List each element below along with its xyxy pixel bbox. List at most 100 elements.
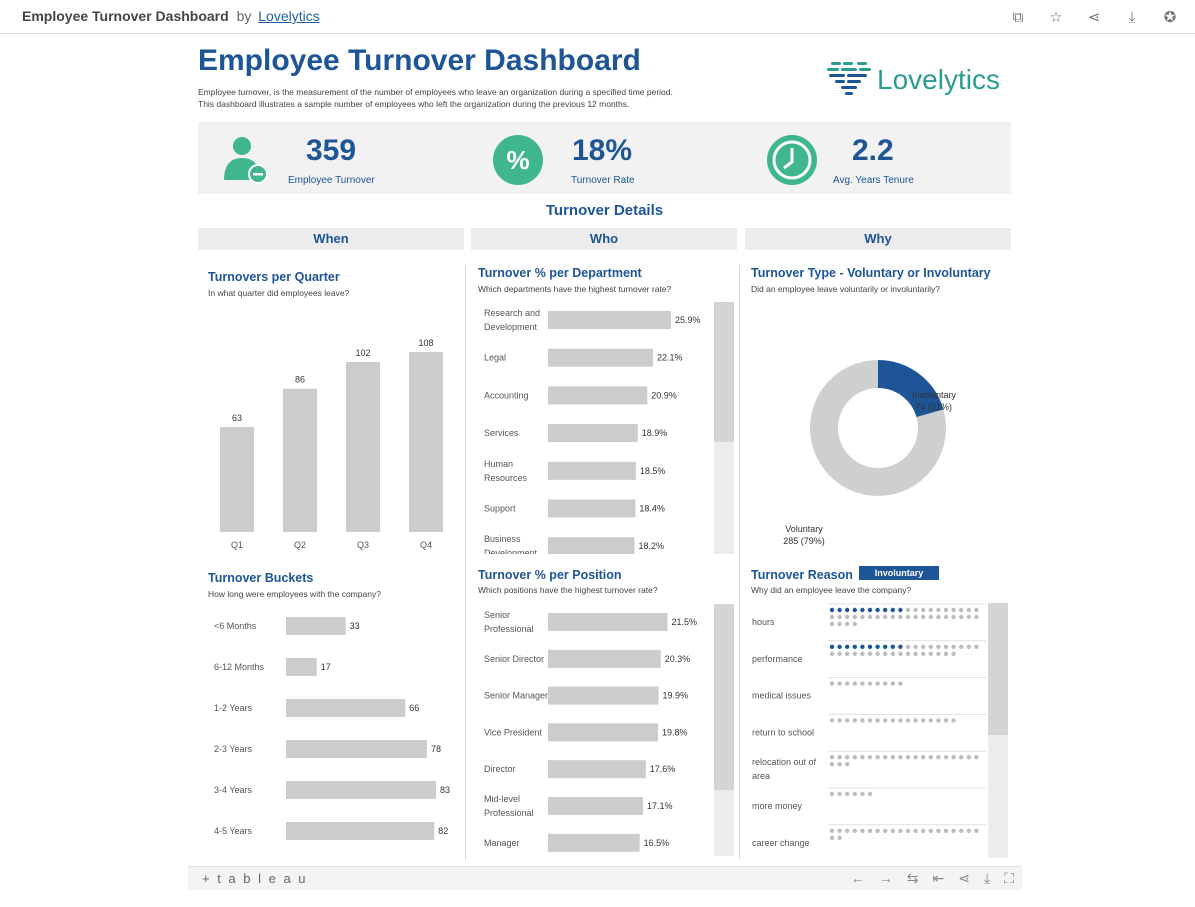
reason-dot xyxy=(883,828,888,833)
reason-dot xyxy=(883,614,888,620)
reason-dot xyxy=(890,651,895,656)
dept-bar-chart: 25.9% Research and Development 22.1% Legal 20… xyxy=(484,308,701,554)
dept-value-label: 18.5% xyxy=(640,466,666,476)
reason-dot xyxy=(921,644,926,649)
reason-dot xyxy=(875,718,880,723)
copy-icon[interactable]: ⧉ xyxy=(1012,8,1024,26)
fullscreen-icon[interactable]: ⛶ xyxy=(1004,870,1014,886)
quarter-bar xyxy=(346,362,380,532)
dept-category-label: Accounting xyxy=(484,390,529,400)
reason-dot xyxy=(905,755,911,760)
reason-dot xyxy=(966,644,971,649)
position-value-label: 16.5% xyxy=(644,838,670,848)
star-icon[interactable]: ☆ xyxy=(1049,9,1063,26)
workbook-title-text: Employee Turnover Dashboard xyxy=(22,8,229,24)
top-bar: Employee Turnover Dashboard by Lovelytic… xyxy=(0,0,1195,34)
voluntary-value-label: 285 (79%) xyxy=(783,536,825,546)
involuntary-value-label: 74 (21%) xyxy=(915,402,952,412)
tableau-footer: + t a b l e a u ← → ⇆ ⇤ ⋖ ⤓ ⛶ xyxy=(188,866,1022,890)
redo-icon[interactable]: → xyxy=(878,870,893,886)
reason-scroll-thumb[interactable] xyxy=(988,603,1008,735)
position-category-label: Professional xyxy=(484,808,534,818)
involuntary-label: Involuntary xyxy=(912,390,957,400)
reason-category-label: performance xyxy=(752,654,803,664)
reason-dot xyxy=(951,651,956,656)
position-scroll-thumb[interactable] xyxy=(714,604,734,790)
position-category-label: Senior Manager xyxy=(484,691,548,701)
reason-dot xyxy=(898,651,903,656)
dept-bar xyxy=(548,537,635,554)
share-icon[interactable]: ⋖ xyxy=(958,870,970,886)
revert-icon[interactable]: ⇆ xyxy=(906,870,919,886)
kpi-tenure-label: Avg. Years Tenure xyxy=(833,175,914,186)
reason-dot xyxy=(890,718,895,723)
reason-dot xyxy=(936,644,941,649)
description: Employee turnover, is the measurement of… xyxy=(198,86,758,110)
reason-dot xyxy=(852,828,857,833)
reason-dot xyxy=(852,621,857,627)
reason-dot xyxy=(860,828,865,833)
reason-dot xyxy=(860,755,865,760)
bucket-value-label: 66 xyxy=(409,703,419,713)
reason-dot xyxy=(913,607,918,613)
dept-bar xyxy=(548,461,636,480)
type-donut-chart: Involuntary 74 (21%) Voluntary 285 (79%) xyxy=(783,360,957,546)
reason-dot xyxy=(829,718,835,723)
dept-value-label: 22.1% xyxy=(657,353,683,363)
reason-dot xyxy=(845,644,850,649)
position-category-label: Vice President xyxy=(484,727,542,737)
logo-mark-icon xyxy=(827,62,871,95)
reason-dot xyxy=(860,791,865,797)
reason-dot xyxy=(875,614,880,620)
position-value-label: 17.6% xyxy=(650,764,676,774)
reason-dot xyxy=(829,762,835,767)
involuntary-filter-badge[interactable]: Involuntary xyxy=(859,566,939,580)
reason-dot xyxy=(845,614,850,620)
position-value-label: 19.9% xyxy=(663,691,689,701)
reason-dot xyxy=(845,651,850,656)
reason-dot xyxy=(883,681,888,686)
reason-dot xyxy=(845,681,850,686)
clock-icon xyxy=(767,135,817,185)
share-icon[interactable]: ⋖ xyxy=(1087,9,1101,26)
bucket-bar xyxy=(286,617,346,635)
download-icon[interactable]: ⤓ xyxy=(983,870,991,886)
by-text: by xyxy=(236,8,252,24)
quarter-tick-label: Q4 xyxy=(420,540,432,550)
badge-icon[interactable]: ✪ xyxy=(1163,9,1177,26)
reason-dot xyxy=(928,607,933,613)
dept-scrollbar[interactable] xyxy=(714,302,734,554)
svg-text:%: % xyxy=(506,145,529,175)
reason-chart-subtitle: Why did an employee leave the company? xyxy=(751,585,912,595)
bucket-bar xyxy=(286,699,406,717)
logo-text: Lovelytics xyxy=(877,64,1000,95)
reset-icon[interactable]: ⇤ xyxy=(932,870,945,886)
dashboard: Employee Turnover Dashboard Employee tur… xyxy=(190,40,1020,865)
reason-scrollbar[interactable] xyxy=(988,603,1008,858)
author-link[interactable]: Lovelytics xyxy=(258,8,320,24)
dept-value-label: 25.9% xyxy=(675,315,701,325)
undo-icon[interactable]: ← xyxy=(850,870,865,886)
dept-scroll-thumb[interactable] xyxy=(714,302,734,442)
reason-dot xyxy=(905,651,911,656)
reason-dot xyxy=(837,828,842,833)
dept-category-label: Research and xyxy=(484,308,540,318)
reason-dot xyxy=(928,651,933,656)
reason-dot xyxy=(936,828,941,833)
reason-dot xyxy=(883,607,888,613)
reason-dot xyxy=(829,651,835,656)
reason-dot xyxy=(883,651,888,656)
description-line-1: Employee turnover, is the measurement of… xyxy=(198,87,673,97)
reason-dot xyxy=(867,791,873,797)
download-icon[interactable]: ⤓ xyxy=(1128,8,1136,26)
reason-category-label: hours xyxy=(752,617,775,627)
reason-dot xyxy=(829,614,835,620)
person-minus-icon xyxy=(224,137,268,184)
donut-slice-voluntary xyxy=(810,360,946,496)
kpi-turnover-rate-value: 18% xyxy=(572,134,633,167)
reason-dot xyxy=(837,718,842,723)
position-scrollbar[interactable] xyxy=(714,604,734,856)
reason-dot xyxy=(928,828,933,833)
reason-dot xyxy=(883,644,888,649)
reason-dot xyxy=(845,828,850,833)
